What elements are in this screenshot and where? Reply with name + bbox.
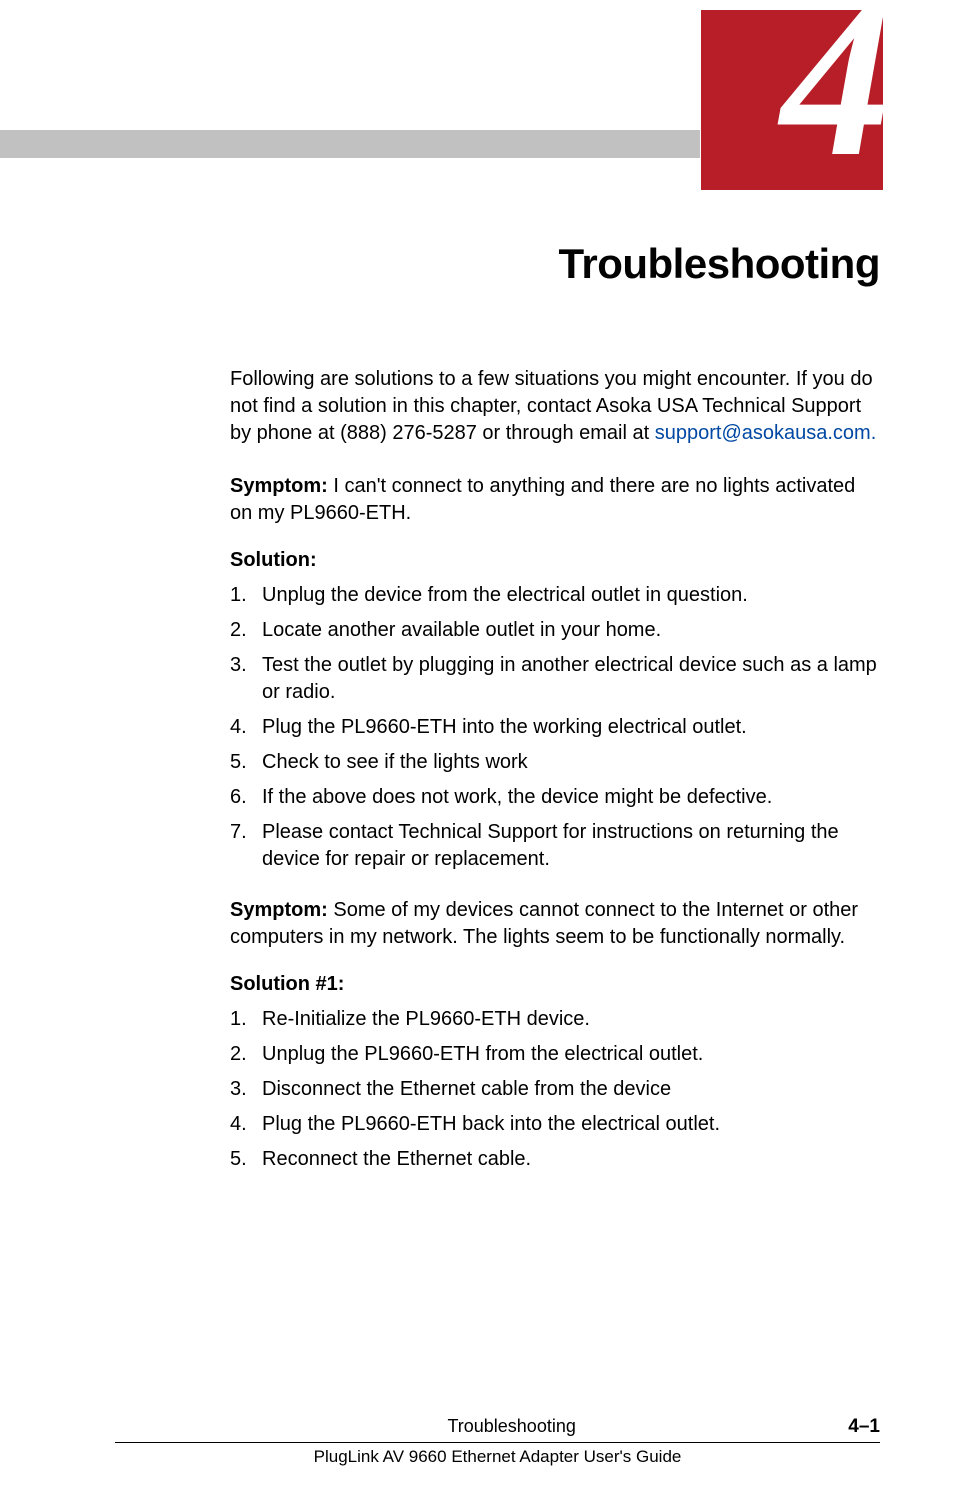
- list-number: 3.: [230, 652, 262, 706]
- list-number: 1.: [230, 582, 262, 609]
- list-item: 3.Disconnect the Ethernet cable from the…: [230, 1076, 880, 1103]
- list-text: Locate another available outlet in your …: [262, 617, 880, 644]
- solution-label: Solution:: [230, 549, 880, 572]
- list-text: Disconnect the Ethernet cable from the d…: [262, 1076, 880, 1103]
- list-number: 2.: [230, 617, 262, 644]
- list-text: Re-Initialize the PL9660-ETH device.: [262, 1006, 880, 1033]
- list-text: If the above does not work, the device m…: [262, 784, 880, 811]
- solution-list: 1.Unplug the device from the electrical …: [230, 582, 880, 873]
- list-item: 2.Locate another available outlet in you…: [230, 617, 880, 644]
- list-item: 3.Test the outlet by plugging in another…: [230, 652, 880, 706]
- solution-list: 1.Re-Initialize the PL9660-ETH device.2.…: [230, 1006, 880, 1173]
- list-text: Plug the PL9660-ETH back into the electr…: [262, 1111, 880, 1138]
- list-item: 4.Plug the PL9660-ETH into the working e…: [230, 714, 880, 741]
- solution-label: Solution #1:: [230, 973, 880, 996]
- list-item: 5.Reconnect the Ethernet cable.: [230, 1146, 880, 1173]
- symptom-label: Symptom:: [230, 475, 328, 497]
- page-title: Troubleshooting: [230, 240, 880, 288]
- list-item: 4.Plug the PL9660-ETH back into the elec…: [230, 1111, 880, 1138]
- gray-bar: [0, 130, 700, 158]
- list-text: Check to see if the lights work: [262, 749, 880, 776]
- list-number: 4.: [230, 714, 262, 741]
- list-text: Unplug the device from the electrical ou…: [262, 582, 880, 609]
- list-text: Unplug the PL9660-ETH from the electrica…: [262, 1041, 880, 1068]
- main-content: Troubleshooting Following are solutions …: [230, 240, 880, 1197]
- footer-guide-name: PlugLink AV 9660 Ethernet Adapter User's…: [115, 1447, 880, 1467]
- list-item: 7.Please contact Technical Support for i…: [230, 819, 880, 873]
- footer-section-name: Troubleshooting: [175, 1416, 848, 1437]
- support-email-link[interactable]: support@asokausa.com.: [655, 422, 877, 444]
- symptom-block: Symptom: I can't connect to anything and…: [230, 473, 880, 527]
- list-number: 6.: [230, 784, 262, 811]
- list-item: 6.If the above does not work, the device…: [230, 784, 880, 811]
- list-number: 3.: [230, 1076, 262, 1103]
- chapter-number: 4: [781, 10, 883, 190]
- footer-page-number: 4–1: [848, 1416, 880, 1438]
- list-text: Plug the PL9660-ETH into the working ele…: [262, 714, 880, 741]
- list-item: 2.Unplug the PL9660-ETH from the electri…: [230, 1041, 880, 1068]
- symptom-block: Symptom: Some of my devices cannot conne…: [230, 897, 880, 951]
- symptom-label: Symptom:: [230, 899, 328, 921]
- footer-top-row: Troubleshooting 4–1: [115, 1416, 880, 1443]
- list-item: 1.Unplug the device from the electrical …: [230, 582, 880, 609]
- list-number: 2.: [230, 1041, 262, 1068]
- list-number: 4.: [230, 1111, 262, 1138]
- list-number: 5.: [230, 749, 262, 776]
- list-number: 1.: [230, 1006, 262, 1033]
- chapter-tab: 4: [701, 10, 883, 190]
- list-number: 5.: [230, 1146, 262, 1173]
- list-text: Please contact Technical Support for ins…: [262, 819, 880, 873]
- intro-paragraph: Following are solutions to a few situati…: [230, 366, 880, 447]
- list-item: 5.Check to see if the lights work: [230, 749, 880, 776]
- page-footer: Troubleshooting 4–1 PlugLink AV 9660 Eth…: [115, 1416, 880, 1467]
- list-number: 7.: [230, 819, 262, 873]
- page-header: 4: [0, 0, 975, 190]
- list-item: 1.Re-Initialize the PL9660-ETH device.: [230, 1006, 880, 1033]
- list-text: Reconnect the Ethernet cable.: [262, 1146, 880, 1173]
- list-text: Test the outlet by plugging in another e…: [262, 652, 880, 706]
